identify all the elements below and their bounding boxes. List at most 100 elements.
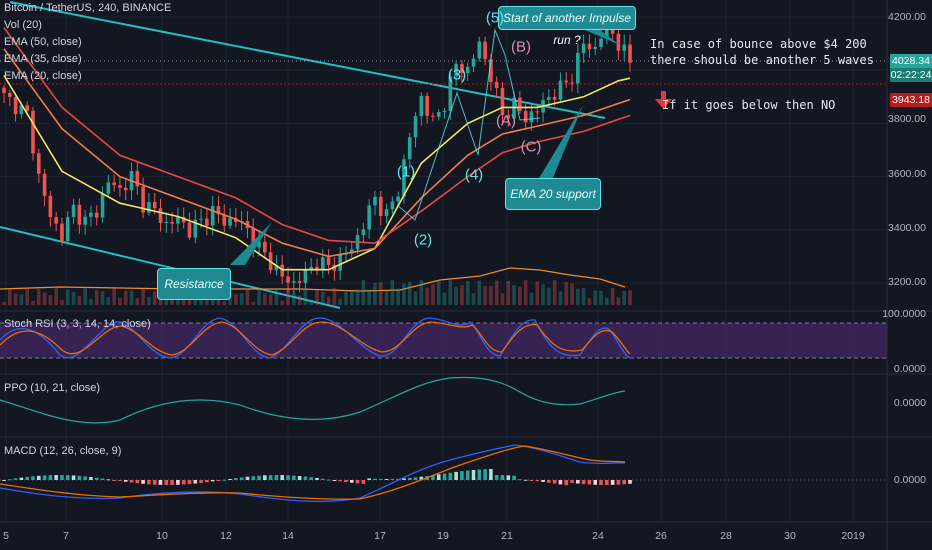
- candle-body: [2, 87, 6, 94]
- candle-body: [361, 229, 366, 236]
- volume-bar: [547, 287, 551, 305]
- candle-body: [170, 221, 174, 224]
- volume-bar: [489, 285, 493, 305]
- stoch-rsi-label[interactable]: Stoch RSI (3, 3, 14, 14, close): [4, 318, 151, 330]
- wave-label-a: (A): [496, 112, 516, 130]
- candle-body: [100, 193, 105, 218]
- volume-bar: [245, 288, 250, 305]
- macd-hist-bar: [112, 480, 116, 481]
- candle-body: [141, 186, 145, 213]
- volume-bar: [332, 288, 337, 305]
- candle-body: [228, 218, 232, 226]
- date-tick: 30: [784, 530, 796, 542]
- macd-hist-bar: [309, 477, 314, 480]
- volume-bar: [541, 284, 545, 305]
- legend-ema35[interactable]: EMA (35, close): [4, 53, 82, 65]
- date-tick: 5: [3, 530, 9, 542]
- macd-hist-bar: [547, 480, 551, 483]
- resistance-callout[interactable]: Resistance: [157, 268, 231, 300]
- ema-support-callout[interactable]: EMA 20 support: [505, 178, 601, 210]
- macd-hist-bar: [477, 469, 482, 480]
- last-price-tag: 4028.34: [890, 54, 932, 68]
- volume-bar: [100, 291, 105, 305]
- macd-hist-bar: [599, 480, 603, 485]
- candle-body: [471, 58, 476, 67]
- macd-hist-bar: [378, 478, 383, 480]
- volume-bar: [268, 294, 273, 305]
- below-note: If it goes below then NO: [662, 98, 836, 112]
- volume-bar: [436, 281, 441, 305]
- volume-bar: [42, 292, 47, 305]
- candle-body: [222, 214, 227, 226]
- volume-bar: [396, 288, 400, 305]
- candle-body: [25, 105, 29, 111]
- candle-body: [442, 110, 447, 113]
- candle-body: [419, 95, 424, 117]
- macd-hist-bar: [436, 474, 441, 480]
- macd-signal-line: [0, 445, 626, 500]
- legend-ema50[interactable]: EMA (50, close): [4, 36, 82, 48]
- macd-hist-bar: [355, 480, 360, 484]
- volume-bar: [19, 294, 24, 305]
- macd-hist-bar: [489, 469, 493, 480]
- macd-label[interactable]: MACD (12, 26, close, 9): [4, 445, 122, 457]
- macd-hist-bar: [442, 473, 447, 480]
- volume-bar: [465, 280, 470, 305]
- candle-body: [158, 208, 163, 224]
- candle-body: [65, 217, 70, 242]
- macd-hist-bar: [152, 480, 157, 485]
- volume-bar: [378, 282, 383, 305]
- macd-hist-bar: [326, 479, 331, 481]
- candle-body: [431, 115, 435, 117]
- macd-hist-bar: [36, 475, 41, 480]
- macd-hist-bar: [564, 480, 569, 486]
- candle-body: [523, 110, 528, 123]
- candle-body: [628, 44, 632, 63]
- volume-bar: [610, 288, 615, 305]
- candle-body: [570, 82, 574, 84]
- candle-body: [581, 43, 586, 53]
- legend-ema20[interactable]: EMA (20, close): [4, 70, 82, 82]
- legend-vol[interactable]: Vol (20): [4, 19, 42, 31]
- volume-bar: [54, 288, 58, 305]
- macd-hist-bar: [616, 480, 621, 485]
- lower-trendline: [0, 226, 341, 309]
- candle-body: [71, 204, 76, 218]
- macd-hist-bar: [2, 480, 6, 481]
- candle-body: [286, 276, 290, 283]
- volume-bar: [48, 295, 53, 305]
- macd-hist-bar: [268, 475, 273, 480]
- macd-hist-bar: [576, 480, 580, 484]
- stoch-k-line: [0, 317, 631, 359]
- volume-bar: [60, 299, 64, 305]
- macd-hist-bar: [523, 479, 528, 481]
- volume-bar: [152, 291, 157, 305]
- candle-body: [390, 201, 395, 210]
- macd-hist-bar: [471, 469, 476, 480]
- ppo-label[interactable]: PPO (10, 21, close): [4, 382, 100, 394]
- candle-body: [373, 196, 377, 206]
- wave-label-1: (1): [396, 163, 416, 181]
- macd-hist-bar: [251, 476, 256, 480]
- macd-hist-bar: [164, 480, 169, 485]
- ema-line-50: [3, 27, 631, 244]
- candle-body: [576, 52, 580, 84]
- volume-bar: [274, 288, 279, 305]
- macd-hist-bar: [622, 480, 627, 485]
- candle-body: [477, 41, 482, 59]
- impulse-callout-pointer: [585, 30, 620, 45]
- volume-bar: [384, 290, 389, 305]
- macd-hist-bar: [292, 475, 296, 480]
- macd-hist-bar: [19, 477, 24, 480]
- volume-bar: [320, 291, 325, 305]
- volume-ma-line: [0, 267, 626, 292]
- volume-bar: [535, 281, 540, 305]
- candle-body: [460, 63, 464, 74]
- volume-bar: [622, 291, 627, 305]
- volume-bar: [373, 282, 377, 305]
- impulse-callout[interactable]: Start of another Impulse run ?: [498, 6, 636, 47]
- volume-bar: [558, 291, 563, 305]
- candlesticks: [2, 7, 632, 293]
- symbol-title[interactable]: Bitcoin / TetherUS, 240, BINANCE: [4, 2, 172, 14]
- macd-hist-bar: [286, 475, 290, 480]
